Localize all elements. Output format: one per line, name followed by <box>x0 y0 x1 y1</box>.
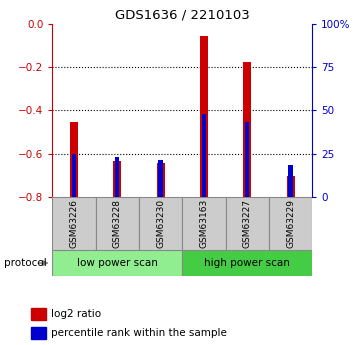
Title: GDS1636 / 2210103: GDS1636 / 2210103 <box>115 9 250 22</box>
Bar <box>157 163 165 197</box>
FancyBboxPatch shape <box>269 197 312 250</box>
FancyBboxPatch shape <box>52 250 182 276</box>
Text: log2 ratio: log2 ratio <box>51 309 101 319</box>
Text: GSM63227: GSM63227 <box>243 199 252 248</box>
Bar <box>70 122 78 197</box>
Text: percentile rank within the sample: percentile rank within the sample <box>51 328 227 338</box>
Text: protocol: protocol <box>4 258 46 268</box>
FancyBboxPatch shape <box>226 197 269 250</box>
Bar <box>158 159 163 197</box>
Bar <box>245 122 249 197</box>
FancyBboxPatch shape <box>182 250 312 276</box>
Text: low power scan: low power scan <box>77 258 158 268</box>
Bar <box>288 165 293 197</box>
FancyBboxPatch shape <box>96 197 139 250</box>
Bar <box>243 62 251 197</box>
Text: GSM63229: GSM63229 <box>286 199 295 248</box>
Text: high power scan: high power scan <box>204 258 290 268</box>
Bar <box>202 114 206 197</box>
Bar <box>115 157 119 197</box>
FancyBboxPatch shape <box>139 197 182 250</box>
Bar <box>72 155 76 197</box>
Text: GSM63163: GSM63163 <box>200 199 208 248</box>
Bar <box>31 308 46 320</box>
Text: GSM63230: GSM63230 <box>156 199 165 248</box>
Bar <box>113 161 121 197</box>
Text: GSM63226: GSM63226 <box>70 199 78 248</box>
Bar <box>200 36 208 197</box>
FancyBboxPatch shape <box>182 197 226 250</box>
Bar <box>31 327 46 339</box>
Bar <box>287 176 295 197</box>
FancyBboxPatch shape <box>52 197 96 250</box>
Text: GSM63228: GSM63228 <box>113 199 122 248</box>
